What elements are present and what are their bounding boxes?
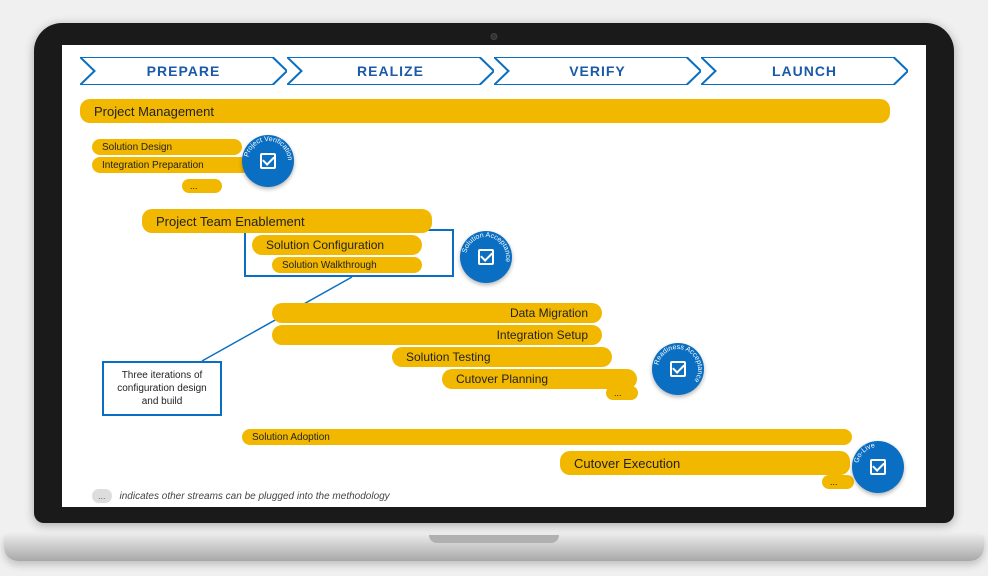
workstream-bar: Data Migration bbox=[272, 303, 602, 323]
checkmark-icon bbox=[478, 249, 494, 265]
phase-chevron: PREPARE bbox=[80, 57, 287, 85]
workstream-bar: ... bbox=[822, 475, 854, 489]
phase-label: REALIZE bbox=[357, 63, 424, 79]
laptop-mockup: PREPARE REALIZE VERIFY LAUNCH Three iter… bbox=[34, 23, 954, 553]
iteration-loop-icon bbox=[426, 231, 448, 275]
iteration-loop-icon bbox=[606, 305, 628, 349]
workstream-bar: Solution Adoption bbox=[242, 429, 852, 445]
workstream-bar: Cutover Planning bbox=[442, 369, 637, 389]
workstream-bar: ... bbox=[606, 386, 638, 400]
gate-badge: Go-Live bbox=[852, 441, 904, 493]
footnote: ... indicates other streams can be plugg… bbox=[92, 489, 390, 503]
phase-label: LAUNCH bbox=[772, 63, 837, 79]
footnote-text: indicates other streams can be plugged i… bbox=[120, 491, 390, 502]
methodology-diagram: PREPARE REALIZE VERIFY LAUNCH Three iter… bbox=[62, 45, 926, 507]
checkmark-icon bbox=[670, 361, 686, 377]
phase-label: VERIFY bbox=[569, 63, 626, 79]
workstream-bar: Solution Testing bbox=[392, 347, 612, 367]
phase-row: PREPARE REALIZE VERIFY LAUNCH bbox=[80, 57, 908, 87]
workstream-bar: Project Management bbox=[80, 99, 890, 123]
checkmark-icon bbox=[870, 459, 886, 475]
phase-chevron: LAUNCH bbox=[701, 57, 908, 85]
workstream-bar: Project Team Enablement bbox=[142, 209, 432, 233]
workstream-bar: ... bbox=[182, 179, 222, 193]
laptop-base bbox=[4, 535, 984, 561]
workstream-bar: Solution Configuration bbox=[252, 235, 422, 255]
callout-box: Three iterations of configuration design… bbox=[102, 361, 222, 416]
phase-label: PREPARE bbox=[147, 63, 221, 79]
screen: PREPARE REALIZE VERIFY LAUNCH Three iter… bbox=[62, 45, 926, 507]
workstream-bar: Integration Setup bbox=[272, 325, 602, 345]
camera-dot bbox=[491, 33, 498, 40]
laptop-frame: PREPARE REALIZE VERIFY LAUNCH Three iter… bbox=[34, 23, 954, 523]
workstream-bar: Solution Design bbox=[92, 139, 242, 155]
gate-badge: Project Verification bbox=[242, 135, 294, 187]
workstream-bar: Solution Walkthrough bbox=[272, 257, 422, 273]
callout-text: Three iterations of configuration design… bbox=[117, 370, 207, 407]
phase-chevron: VERIFY bbox=[494, 57, 701, 85]
workstream-bar: Cutover Execution bbox=[560, 451, 850, 475]
ellipsis-badge-icon: ... bbox=[92, 489, 112, 503]
workstream-bar: Integration Preparation bbox=[92, 157, 250, 173]
phase-chevron: REALIZE bbox=[287, 57, 494, 85]
laptop-notch bbox=[429, 535, 559, 543]
gate-badge: Readiness Acceptance bbox=[652, 343, 704, 395]
gate-badge: Solution Acceptance bbox=[460, 231, 512, 283]
checkmark-icon bbox=[260, 153, 276, 169]
